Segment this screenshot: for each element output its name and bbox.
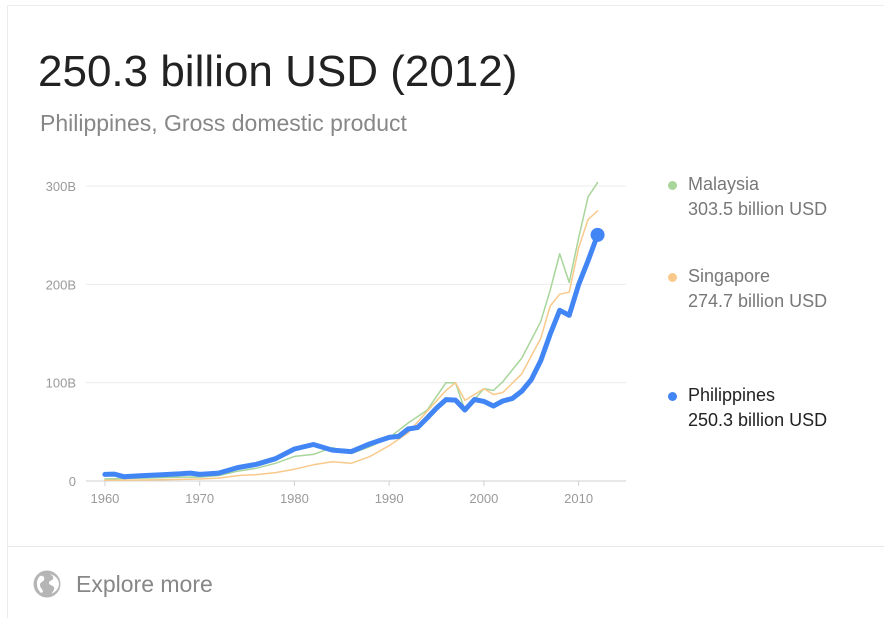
legend-dot-philippines bbox=[668, 392, 677, 401]
gdp-card bbox=[7, 5, 884, 618]
globe-icon bbox=[33, 570, 61, 598]
footer-divider bbox=[7, 546, 884, 547]
x-tick-label: 2010 bbox=[564, 491, 593, 506]
x-tick-label: 1980 bbox=[280, 491, 309, 506]
legend-name-singapore: Singapore bbox=[688, 266, 771, 286]
explore-more-label: Explore more bbox=[76, 571, 213, 597]
headline-value: 250.3 billion USD (2012) bbox=[38, 47, 518, 96]
legend-value-malaysia: 303.5 billion USD bbox=[688, 199, 828, 219]
legend-dot-singapore bbox=[668, 273, 677, 282]
legend-name-malaysia: Malaysia bbox=[688, 174, 760, 194]
legend-dot-malaysia bbox=[668, 181, 677, 190]
headline-subtitle: Philippines, Gross domestic product bbox=[40, 110, 407, 136]
x-tick-label: 1970 bbox=[185, 491, 214, 506]
series-endpoint-philippines bbox=[590, 227, 605, 242]
legend-name-philippines: Philippines bbox=[688, 385, 776, 405]
x-tick-label: 1960 bbox=[90, 491, 119, 506]
x-tick-label: 2000 bbox=[469, 491, 498, 506]
y-tick-label: 300B bbox=[46, 179, 76, 194]
x-tick-label: 1990 bbox=[375, 491, 404, 506]
series-line-malaysia bbox=[104, 181, 599, 480]
y-tick-label: 0 bbox=[69, 474, 76, 489]
legend-value-singapore: 274.7 billion USD bbox=[688, 291, 828, 311]
series-line-philippines bbox=[102, 232, 601, 480]
y-tick-label: 200B bbox=[46, 277, 76, 292]
legend-value-philippines: 250.3 billion USD bbox=[688, 410, 828, 430]
series-line-singapore bbox=[104, 210, 599, 482]
y-tick-label: 100B bbox=[46, 376, 76, 391]
